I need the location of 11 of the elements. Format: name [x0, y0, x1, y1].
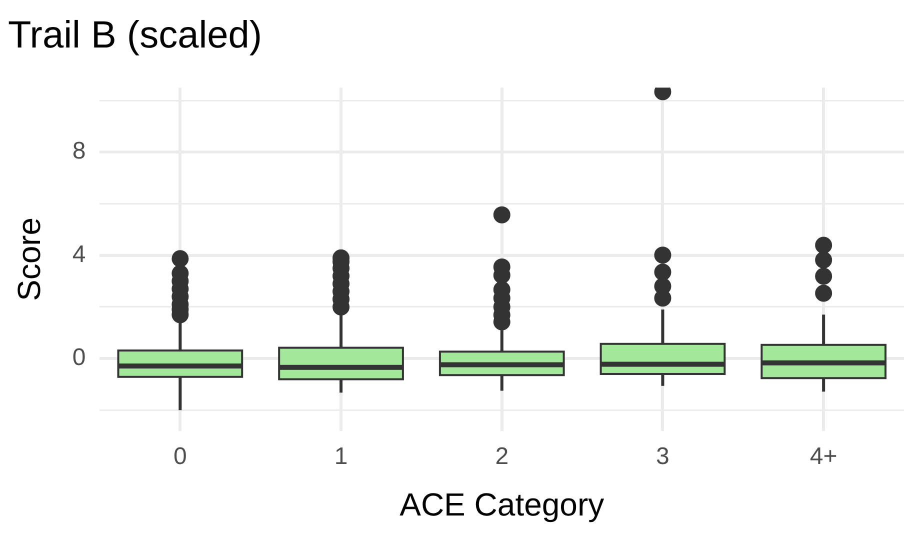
chart-title: Trail B (scaled): [8, 14, 262, 56]
y-axis-title: Score: [11, 217, 48, 301]
x-tick-label: 3: [656, 442, 670, 470]
x-tick-label: 2: [495, 442, 509, 470]
y-tick-label: 8: [72, 138, 86, 165]
y-tick-label: 4: [72, 240, 86, 268]
x-axis-title: ACE Category: [400, 486, 604, 523]
x-tick-label: 1: [334, 442, 348, 470]
x-tick-label: 0: [173, 442, 187, 470]
y-tick-label: 0: [72, 344, 86, 372]
x-tick-label: 4+: [810, 442, 838, 470]
